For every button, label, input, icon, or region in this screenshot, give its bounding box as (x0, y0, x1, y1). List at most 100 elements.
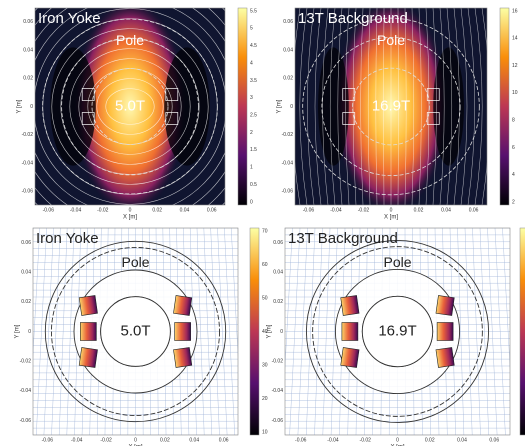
coil-outline (81, 112, 95, 125)
x-tick-label: 0 (390, 207, 393, 213)
field-line (360, 8, 364, 205)
field-line (481, 8, 487, 205)
coil-block (435, 347, 455, 368)
x-tick-label: -0.02 (100, 437, 112, 443)
field-label: 5.0T (115, 97, 145, 114)
field-line (467, 8, 475, 205)
boundary-circle (352, 67, 430, 146)
colorbar-tick-label: 2 (512, 199, 515, 205)
field-line (453, 8, 460, 205)
y-tick-label: 0.06 (23, 19, 33, 25)
x-tick-label: -0.02 (97, 207, 109, 213)
field-line (425, 8, 430, 205)
boundary-circle (302, 17, 480, 196)
y-axis-label: Y [m] (267, 324, 273, 338)
x-tick-label: -0.02 (358, 207, 370, 213)
y-tick-label: -0.02 (22, 132, 34, 138)
field-line (383, 8, 385, 205)
field-line (375, 8, 378, 205)
field-line (404, 8, 407, 205)
y-tick-label: 0 (28, 329, 31, 335)
panel-title: Iron Yoke (36, 230, 99, 247)
y-tick-label: -0.04 (20, 388, 32, 394)
colorbar-tick-label: 12 (512, 63, 518, 69)
coil-block (340, 347, 360, 368)
field-line (307, 8, 315, 205)
x-tick-label: -0.04 (327, 437, 339, 443)
y-tick-label: -0.02 (272, 358, 284, 364)
colorbar-tick-label: 5 (250, 26, 253, 32)
field-line (489, 8, 497, 205)
field-line (69, 48, 191, 165)
colorbar-tick-label: 3.5 (250, 78, 257, 84)
coil-outline (342, 88, 356, 101)
coil-block (78, 295, 98, 316)
field-label: 16.9T (378, 322, 416, 339)
mesh-line (487, 228, 498, 435)
colorbar-tick-label: 14 (512, 36, 518, 42)
mesh-line (237, 228, 238, 232)
colorbar-tick-label: 1.5 (250, 147, 257, 153)
field-line (105, 88, 155, 125)
colorbar-tick-label: 0.5 (250, 182, 257, 188)
field-line (337, 8, 343, 205)
field-line (35, 8, 225, 205)
field-line (352, 8, 357, 205)
x-tick-label: 0.04 (180, 207, 190, 213)
field-line (411, 8, 415, 205)
y-tick-label: -0.06 (22, 189, 34, 195)
coil-outline (81, 88, 95, 101)
boundary-circle (42, 18, 218, 195)
field-line (299, 8, 308, 205)
plot-area (33, 228, 238, 435)
panel-title: Iron Yoke (38, 10, 101, 27)
boundary-circle (312, 246, 483, 417)
field-line (96, 78, 164, 135)
field-line (397, 8, 399, 205)
x-axis-label: X [m] (128, 445, 142, 446)
plot-frame (294, 7, 488, 206)
x-tick-label: -0.06 (303, 207, 315, 213)
x-tick-label: 0.02 (160, 437, 170, 443)
colorbar-tick-label: 10 (512, 90, 518, 96)
x-tick-label: 0.04 (457, 437, 467, 443)
colorbar-tick-label: 2.5 (250, 113, 257, 119)
panel-title: 13T Background (298, 10, 408, 27)
y-axis-label: Y [m] (277, 99, 283, 113)
y-tick-label: 0 (290, 104, 293, 110)
bore (361, 295, 434, 368)
x-tick-label: 0.02 (152, 207, 162, 213)
coil-block (80, 322, 97, 341)
x-tick-label: 0.06 (207, 207, 217, 213)
colorbar-tick-label: 0 (250, 199, 253, 205)
field-line (87, 68, 173, 145)
y-tick-label: 0.02 (273, 299, 283, 305)
bore (100, 296, 171, 367)
y-axis-label: Y [m] (15, 324, 21, 338)
x-tick-label: 0.04 (441, 207, 451, 213)
colorbar-tick-label: 4 (512, 172, 515, 178)
colorbar-tick-label: 1 (250, 165, 253, 171)
y-tick-label: -0.04 (22, 160, 34, 166)
field-line (51, 28, 209, 185)
pole-label: Pole (121, 254, 149, 270)
y-tick-label: 0 (280, 329, 283, 335)
field-line (460, 8, 468, 205)
x-tick-label: -0.04 (330, 207, 342, 213)
colorbar-tick-label: 4.5 (250, 43, 257, 49)
x-tick-label: 0 (129, 207, 132, 213)
colorbar-tick-label: 6 (512, 145, 515, 151)
colorbar-tick-label: 5.5 (250, 8, 257, 14)
field-line (78, 58, 182, 155)
field-line (367, 8, 371, 205)
x-tick-label: 0.02 (414, 207, 424, 213)
coil-block (174, 322, 191, 341)
colorbar-tick-label: 2 (250, 130, 253, 136)
y-tick-label: 0.02 (21, 299, 31, 305)
colorbar (519, 227, 525, 436)
mesh-line (494, 228, 506, 435)
colorbar-tick-label: 30 (262, 362, 268, 368)
pole-label: Pole (383, 254, 411, 270)
x-tick-label: -0.02 (360, 437, 372, 443)
